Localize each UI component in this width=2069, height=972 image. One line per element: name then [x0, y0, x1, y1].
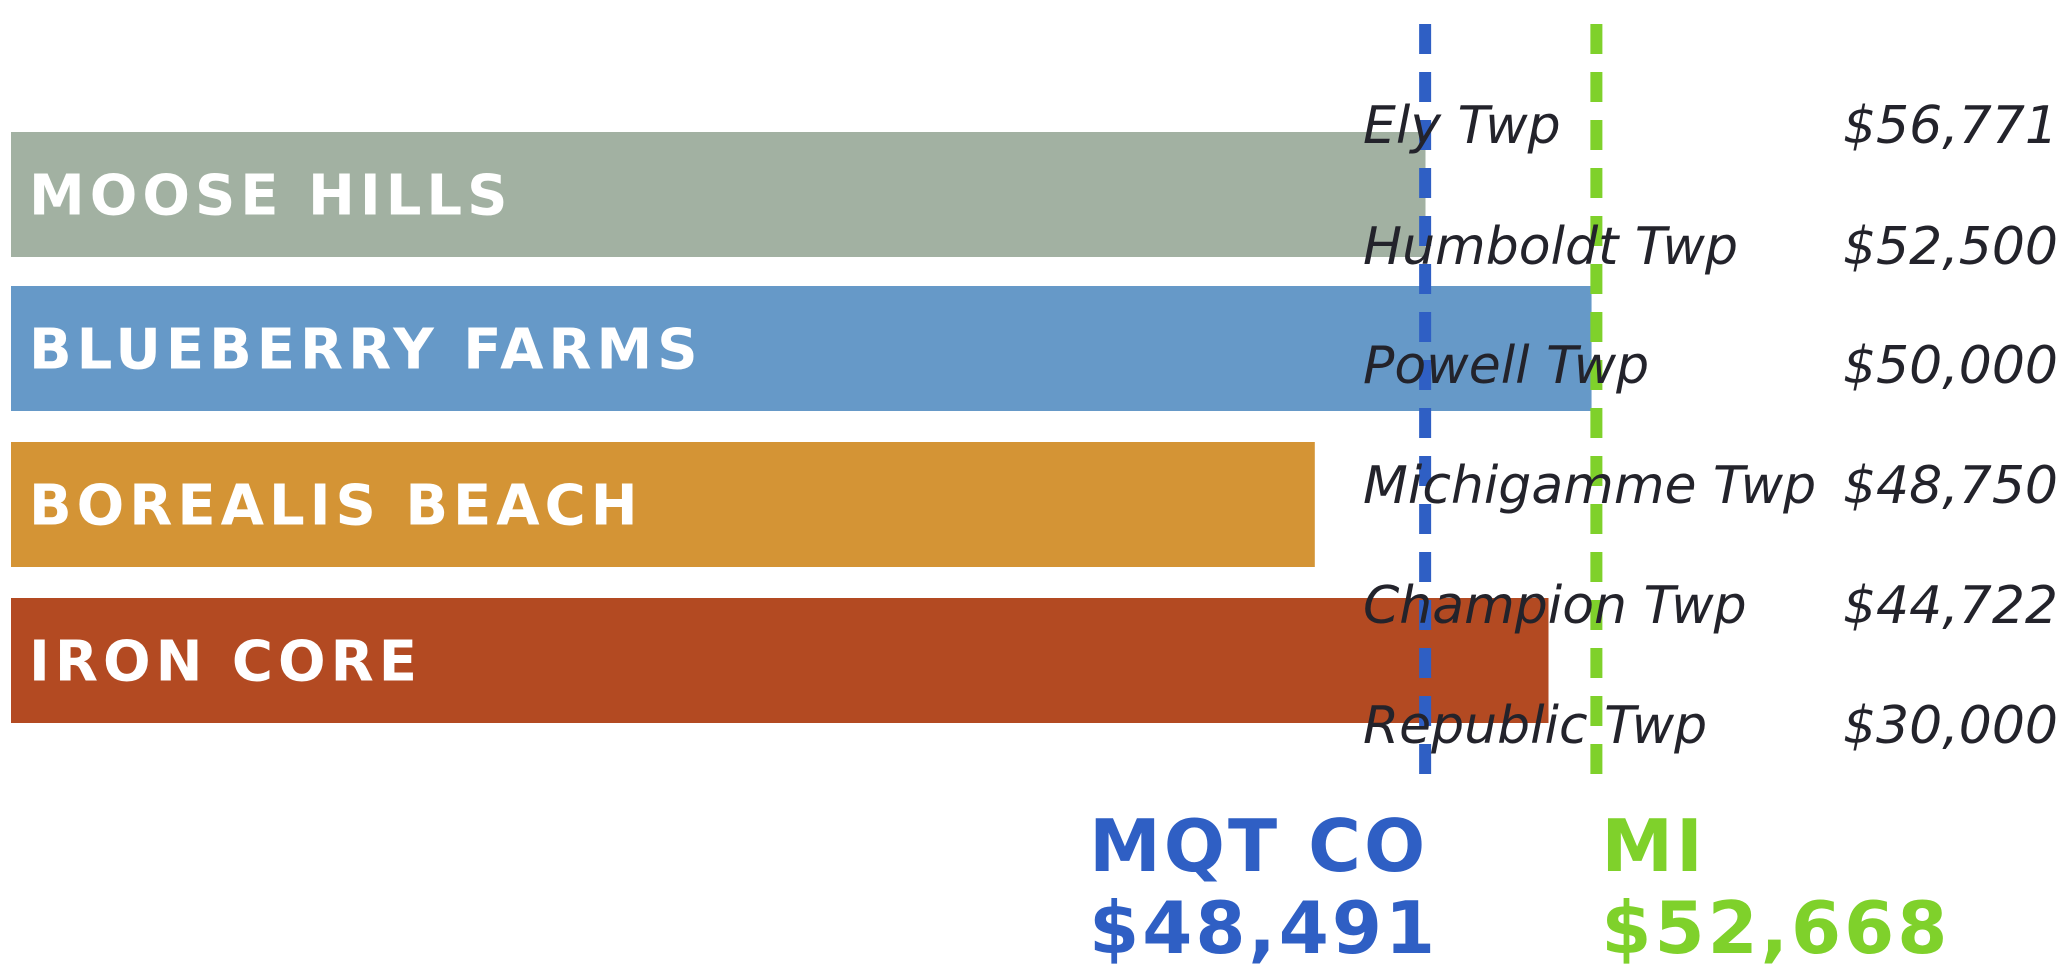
township-value: $48,750: [1843, 456, 2058, 516]
township-value: $44,722: [1843, 576, 2058, 636]
bar-label: IRON CORE: [29, 630, 422, 695]
township-value: $56,771: [1843, 96, 2058, 156]
township-name: Humboldt Twp: [1363, 217, 1738, 277]
township-name: Republic Twp: [1363, 696, 1707, 756]
township-name: Powell Twp: [1363, 336, 1649, 396]
township-name: Michigamme Twp: [1363, 456, 1816, 516]
bar-label: MOOSE HILLS: [29, 164, 512, 229]
reference-name: MI: [1601, 804, 1705, 888]
township-value: $52,500: [1843, 217, 2058, 277]
reference-value: $48,491: [1089, 886, 1438, 970]
bar: [11, 598, 1549, 723]
bar: [11, 442, 1315, 567]
township-value: $50,000: [1843, 336, 2058, 396]
reference-name: MQT CO: [1089, 804, 1428, 888]
bar: [11, 132, 1426, 257]
bar-label: BLUEBERRY FARMS: [29, 318, 703, 383]
township-name: Ely Twp: [1363, 96, 1561, 156]
bar: [11, 286, 1592, 411]
bar-label: BOREALIS BEACH: [29, 474, 643, 539]
reference-value: $52,668: [1601, 886, 1950, 970]
township-value: $30,000: [1843, 696, 2058, 756]
township-name: Champion Twp: [1363, 576, 1747, 636]
